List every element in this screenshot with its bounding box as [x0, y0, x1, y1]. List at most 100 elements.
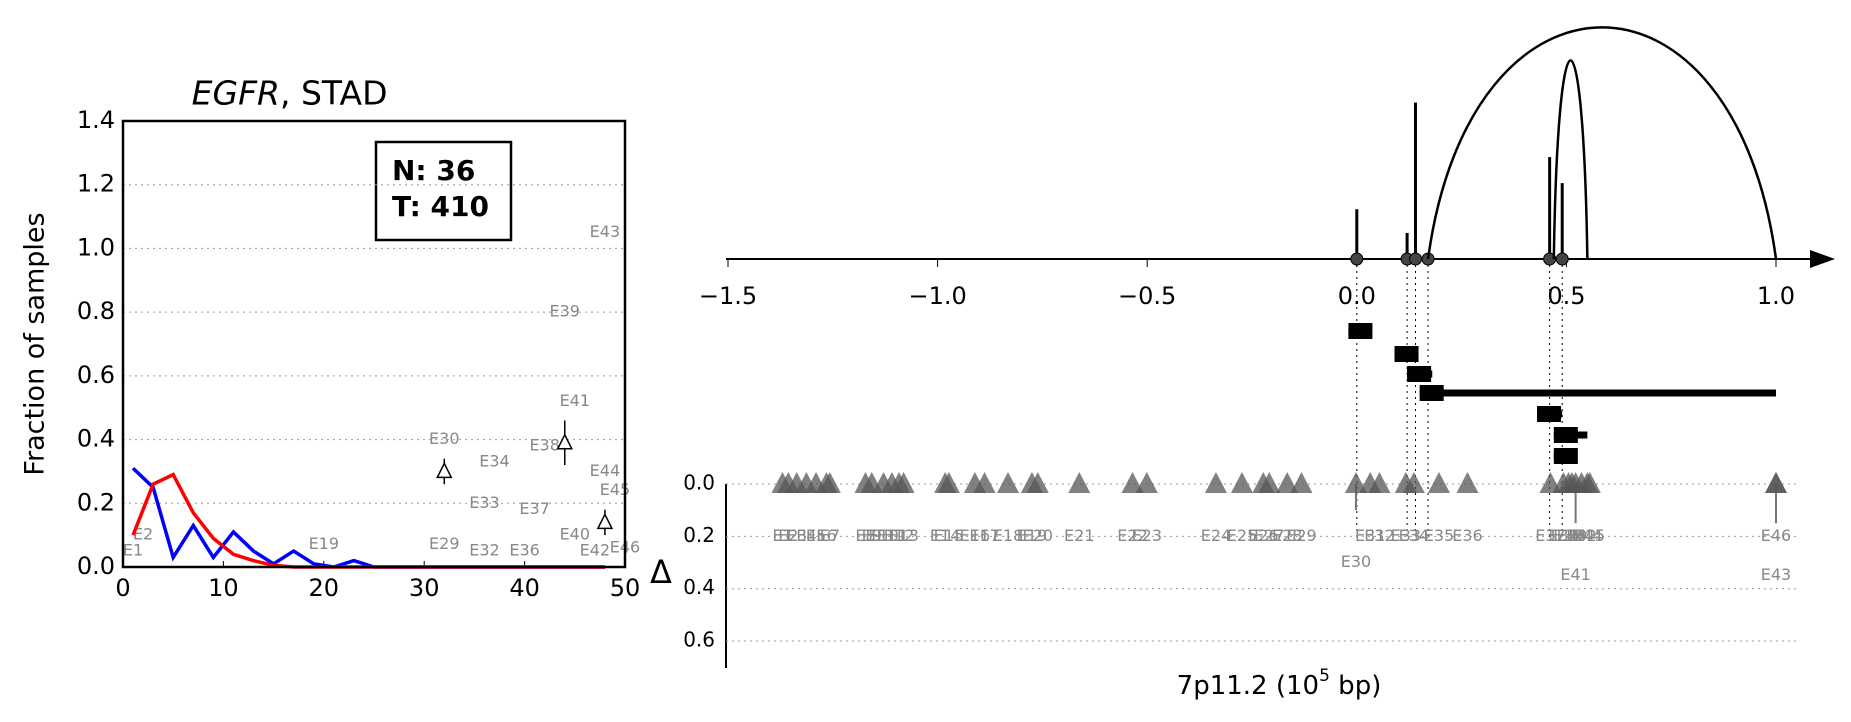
exon-label: E45 [1575, 526, 1605, 545]
exon-label: E2 [778, 526, 798, 545]
exon-annotation: E44 [590, 461, 620, 480]
exon-triangle [1258, 472, 1281, 493]
x-tick-label: 0 [115, 574, 130, 602]
legend-entry: T: 410 [392, 190, 489, 223]
y-axis-label: Fraction of samples [20, 212, 51, 475]
exon-label: E34 [1399, 526, 1429, 545]
exon-label: E10 [868, 526, 898, 545]
exon-label: E33 [1391, 526, 1421, 545]
exon-annotation: E19 [309, 534, 339, 553]
segment [1407, 370, 1433, 378]
exon-triangle [818, 472, 841, 493]
x-tick-label: −0.5 [1118, 282, 1176, 310]
exon-label: E3 [787, 526, 807, 545]
x-tick-label: 20 [309, 574, 340, 602]
y-tick-label: 0.4 [77, 425, 115, 453]
segment [1537, 410, 1563, 418]
exon-annotation: E36 [509, 541, 539, 560]
exon-label: E21 [1064, 526, 1094, 545]
arc [1426, 26, 1778, 260]
axis-arrow [1810, 250, 1835, 268]
exon-triangle [1121, 472, 1144, 493]
exon-triangle [1765, 472, 1787, 493]
exon-label: E1 [772, 526, 792, 545]
exon-label: E16 [960, 526, 990, 545]
exon-label: E17 [969, 526, 999, 545]
exon-label: E19 [1017, 526, 1047, 545]
exon-label: E26 [1248, 526, 1278, 545]
x-tick-label: 1.0 [1757, 282, 1795, 310]
exon-label: E30 [1341, 552, 1371, 571]
y-tick-label: 1.4 [77, 106, 115, 134]
exon-label: E38 [1548, 526, 1578, 545]
exon-triangle [1368, 472, 1391, 493]
exon-annotation: E40 [560, 525, 590, 544]
exon-label: E28 [1272, 526, 1302, 545]
exon-annotation: E43 [590, 222, 620, 241]
exon-triangle [997, 472, 1020, 493]
exon-annotation: E30 [429, 429, 459, 448]
exon-label: E8 [855, 526, 875, 545]
exon-label: E40 [1557, 526, 1587, 545]
exon-annotation: E42 [580, 541, 610, 560]
exon-label: E20 [1023, 526, 1053, 545]
exon-label: E37 [1535, 526, 1565, 545]
triangle-marker [436, 461, 453, 479]
exon-annotation: E38 [529, 435, 559, 454]
exon-annotation: E32 [469, 541, 499, 560]
exon-annotation: E29 [429, 534, 459, 553]
x-tick-label: 10 [208, 574, 239, 602]
plot-frame [121, 119, 627, 569]
triangle-marker [556, 433, 573, 450]
exon-label: E43 [1761, 565, 1791, 584]
exon-annotation: E39 [550, 302, 580, 321]
exon-label: E15 [934, 526, 964, 545]
x-label-sup: 5 [1319, 666, 1330, 686]
segment [1553, 431, 1588, 439]
breakpoint-dot [1350, 252, 1364, 266]
exon-triangle [1204, 472, 1227, 493]
x-tick-label: 40 [509, 574, 540, 602]
exon-label: E7 [820, 526, 840, 545]
exon-label: E35 [1424, 526, 1454, 545]
x-label-main: 7p11.2 (10 [1177, 671, 1319, 701]
exon-triangle [1402, 472, 1425, 493]
x-tick-label: −1.5 [699, 282, 757, 310]
y-tick-label: 0.0 [77, 552, 115, 580]
exon-triangle [892, 472, 915, 493]
exon-label: E4 [796, 526, 816, 545]
exon-triangle [1230, 472, 1253, 493]
exon-label: E11 [877, 526, 907, 545]
exon-annotation: E45 [600, 480, 630, 499]
exon-label: E41 [1560, 565, 1590, 584]
exon-label: E29 [1286, 526, 1316, 545]
exon-label: E46 [1761, 526, 1791, 545]
exon-annotation: E41 [560, 391, 590, 410]
exon-triangle [1135, 472, 1158, 493]
exon-label: E22 [1117, 526, 1147, 545]
exon-label: E27 [1254, 526, 1284, 545]
triangle-marker [596, 512, 614, 530]
x-tick-label: −1.0 [908, 282, 966, 310]
exon-triangle [1290, 472, 1313, 493]
exon-label: E24 [1201, 526, 1231, 545]
x-axis-label: 7p11.2 (105 bp) [1177, 666, 1382, 701]
exon-label: E13 [888, 526, 918, 545]
exon-label: E12 [884, 526, 914, 545]
y-tick-label: 0.2 [683, 523, 715, 547]
exon-label: E5 [806, 526, 826, 545]
y-tick-label: 1.2 [77, 170, 115, 198]
exon-label: E9 [862, 526, 882, 545]
exon-triangle [1456, 472, 1479, 493]
segment [1394, 350, 1416, 358]
exon-triangle [1068, 472, 1091, 493]
exon-label: E31 [1355, 526, 1385, 545]
delta-label: Δ [650, 553, 672, 591]
arc [1552, 59, 1589, 260]
exon-label: E39 [1553, 526, 1583, 545]
y-tick-label: 0.6 [683, 628, 715, 652]
x-tick-label: 30 [409, 574, 440, 602]
y-tick-label: 0.6 [77, 361, 115, 389]
